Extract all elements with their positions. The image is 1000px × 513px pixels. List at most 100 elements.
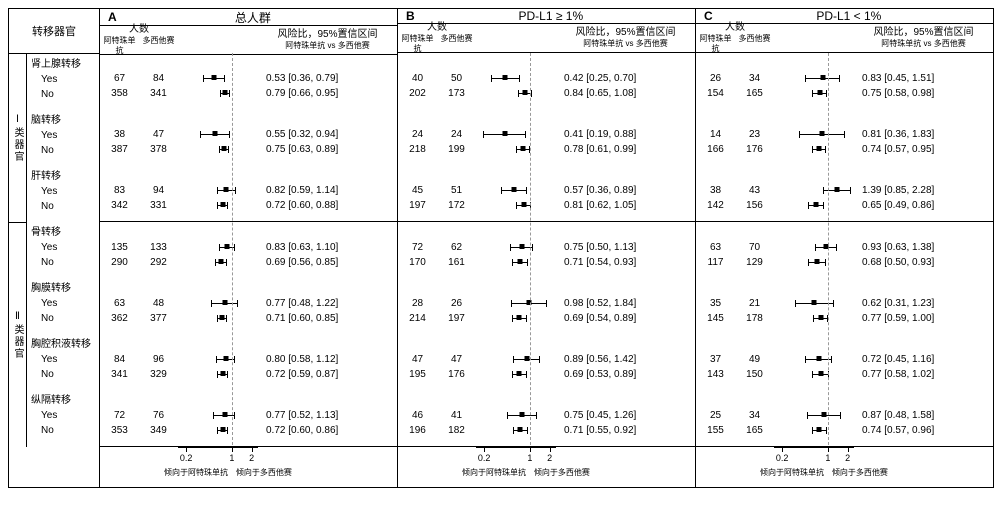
group-row-label: No [31, 423, 99, 438]
n-arm1: 341 [100, 369, 139, 380]
group-label: 胸腔积液转移YesNo [27, 334, 99, 390]
hr-text: 0.72 [0.60, 0.86] [258, 425, 397, 436]
forest-cell [476, 408, 556, 423]
row-labels-column: 转移器官 Ⅰ类器官Ⅱ类器官 肾上腺转移YesNo脑转移YesNo肝转移YesNo… [9, 9, 99, 487]
axis-tick-label: 2 [249, 453, 254, 463]
data-row: 47470.89 [0.56, 1.42] [398, 352, 695, 367]
n-arm1: 196 [398, 425, 437, 436]
panel-axis: 0.212倾向于阿特珠单抗倾向于多西他赛 [398, 446, 695, 487]
forest-cell [774, 183, 854, 198]
hr-text: 0.72 [0.60, 0.88] [258, 200, 397, 211]
n-arm1: 67 [100, 73, 139, 84]
axis-tick-label: 1 [229, 453, 234, 463]
forest-cell [178, 311, 258, 326]
axis-left-label: 倾向于阿特珠单抗 [462, 467, 526, 478]
n-arm1: 28 [398, 298, 437, 309]
data-row: 46410.75 [0.45, 1.26] [398, 408, 695, 423]
group-row-label: Yes [31, 72, 99, 87]
data-row: 3533490.72 [0.60, 0.86] [100, 423, 397, 438]
forest-cell [774, 198, 854, 213]
hr-label: 风险比，95%置信区间 [854, 27, 993, 39]
n-arm1: 47 [398, 354, 437, 365]
group-row-label: Yes [31, 408, 99, 423]
forest-cell [774, 127, 854, 142]
panel-body: 40500.42 [0.25, 0.70]2021730.84 [0.65, 1… [398, 53, 695, 446]
hr-text: 0.77 [0.59, 1.00] [854, 313, 993, 324]
n-arm1: 290 [100, 257, 139, 268]
group-title: 胸腔积液转移 [31, 334, 99, 352]
data-row: 1971720.81 [0.62, 1.05] [398, 198, 695, 213]
n-arm2: 70 [735, 242, 774, 253]
n-arm1: 14 [696, 129, 735, 140]
panel-axis: 0.212倾向于阿特珠单抗倾向于多西他赛 [696, 446, 993, 487]
n-arm2: 378 [139, 144, 178, 155]
hr-text: 0.93 [0.63, 1.38] [854, 242, 993, 253]
hr-text: 0.77 [0.58, 1.02] [854, 369, 993, 380]
n-arm2: 76 [139, 410, 178, 421]
n-arm1: 40 [398, 73, 437, 84]
n-arm1: 218 [398, 144, 437, 155]
n-arm1: 155 [696, 425, 735, 436]
data-row: 28260.98 [0.52, 1.84] [398, 296, 695, 311]
n-arm1: 83 [100, 185, 139, 196]
axis-tick-label: 2 [845, 453, 850, 463]
n-arm1: 166 [696, 144, 735, 155]
reference-line [828, 53, 829, 445]
hr-text: 0.82 [0.59, 1.14] [258, 185, 397, 196]
axis-right-label: 倾向于多西他赛 [832, 467, 888, 478]
hr-text: 0.78 [0.61, 0.99] [556, 144, 695, 155]
axis-tick-label: 0.2 [180, 453, 193, 463]
n-arm1: 46 [398, 410, 437, 421]
group-row-label: No [31, 143, 99, 158]
n-arm1: 135 [100, 242, 139, 253]
forest-cell [476, 296, 556, 311]
group-row-label: No [31, 199, 99, 214]
data-row: 26340.83 [0.45, 1.51] [696, 71, 993, 86]
data-row: 24240.41 [0.19, 0.88] [398, 127, 695, 142]
hr-text: 0.98 [0.52, 1.84] [556, 298, 695, 309]
n-arm1: 38 [100, 129, 139, 140]
forest-cell [178, 352, 258, 367]
axis-tick-label: 1 [527, 453, 532, 463]
hr-text: 0.55 [0.32, 0.94] [258, 129, 397, 140]
forest-cell [476, 423, 556, 438]
forest-cell [476, 86, 556, 101]
n-arm2: 43 [735, 185, 774, 196]
data-row: 2021730.84 [0.65, 1.08] [398, 86, 695, 101]
data-row: 166176 0.74 [0.57, 0.95] [696, 142, 993, 157]
panel-letter: A [100, 10, 125, 24]
hr-text: 0.74 [0.57, 0.96] [854, 425, 993, 436]
forest-cell [476, 71, 556, 86]
n-arm1: 35 [696, 298, 735, 309]
hr-text: 0.77 [0.52, 1.13] [258, 410, 397, 421]
n-arm2: 62 [437, 242, 476, 253]
group-label: 骨转移YesNo [27, 222, 99, 278]
forest-cell [774, 311, 854, 326]
n-arm2: 161 [437, 257, 476, 268]
data-row: 2902920.69 [0.56, 0.85] [100, 255, 397, 270]
counts-label: 人数 [696, 22, 774, 34]
n-arm2: 178 [735, 313, 774, 324]
panel-title: 总人群 [125, 9, 397, 26]
hr-text: 0.83 [0.63, 1.10] [258, 242, 397, 253]
group-row-label: Yes [31, 296, 99, 311]
hr-text: 0.74 [0.57, 0.95] [854, 144, 993, 155]
hr-text: 0.57 [0.36, 0.89] [556, 185, 695, 196]
data-row: 1551650.74 [0.57, 0.96] [696, 423, 993, 438]
row-labels-header: 转移器官 [9, 9, 99, 54]
panel-letter: B [398, 9, 423, 23]
hr-text: 0.75 [0.45, 1.26] [556, 410, 695, 421]
data-row: 3623770.71 [0.60, 0.85] [100, 311, 397, 326]
data-row: 40500.42 [0.25, 0.70] [398, 71, 695, 86]
hr-text: 0.81 [0.62, 1.05] [556, 200, 695, 211]
n-arm2: 34 [735, 73, 774, 84]
n-arm2: 47 [437, 354, 476, 365]
n-arm2: 331 [139, 200, 178, 211]
hr-text: 0.69 [0.53, 0.89] [556, 369, 695, 380]
n-arm2: 176 [735, 144, 774, 155]
hr-text: 0.79 [0.66, 0.95] [258, 88, 397, 99]
panel-header: CPD-L1 < 1%人数阿特珠单抗多西他赛风险比，95%置信区间阿特珠单抗 v… [696, 9, 993, 53]
forest-cell [178, 142, 258, 157]
hr-text: 0.42 [0.25, 0.70] [556, 73, 695, 84]
hr-text: 0.68 [0.50, 0.93] [854, 257, 993, 268]
